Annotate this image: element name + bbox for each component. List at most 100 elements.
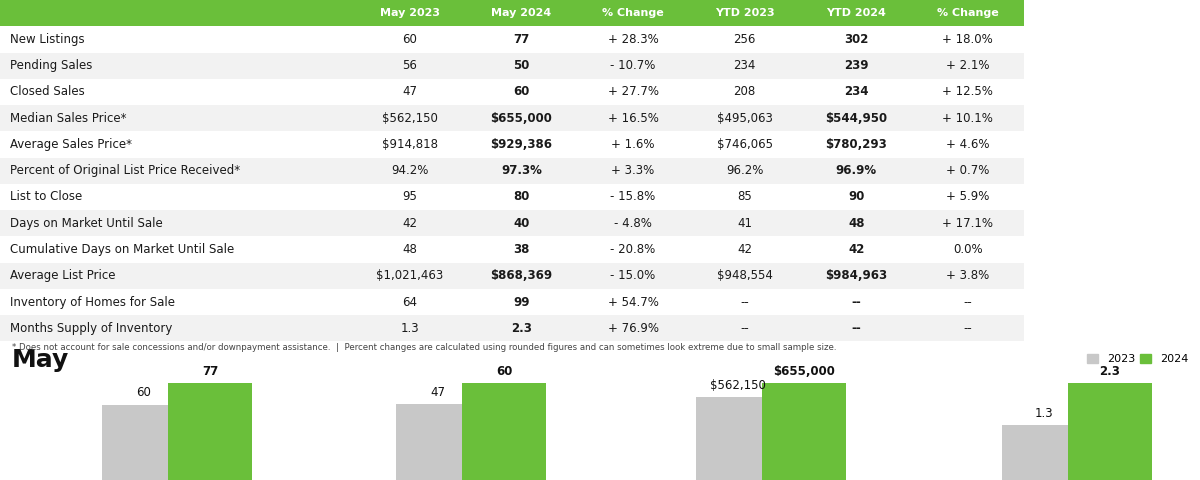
Bar	[102, 405, 186, 480]
Text: 208: 208	[733, 85, 756, 98]
Bar	[0, 315, 354, 341]
Text: 38: 38	[514, 243, 529, 256]
Text: 80: 80	[514, 191, 529, 204]
Bar	[912, 236, 1024, 263]
Bar	[0, 210, 354, 236]
Legend: 2023, 2024: 2023, 2024	[1087, 354, 1188, 364]
Bar	[577, 0, 689, 26]
Bar	[0, 157, 354, 184]
Text: 42: 42	[737, 243, 752, 256]
Text: $655,000: $655,000	[773, 365, 835, 378]
Bar	[354, 184, 466, 210]
Bar	[354, 263, 466, 289]
Bar	[689, 263, 800, 289]
Text: + 18.0%: + 18.0%	[942, 33, 994, 46]
Text: % Change: % Change	[937, 8, 998, 18]
Bar	[689, 184, 800, 210]
Text: + 54.7%: + 54.7%	[607, 296, 659, 309]
Text: $562,150: $562,150	[382, 112, 438, 125]
Bar	[577, 184, 689, 210]
Text: $929,386: $929,386	[491, 138, 552, 151]
Bar	[800, 263, 912, 289]
Bar	[800, 236, 912, 263]
Text: Percent of Original List Price Received*: Percent of Original List Price Received*	[10, 164, 240, 177]
Text: - 4.8%: - 4.8%	[614, 217, 652, 230]
Text: 50: 50	[514, 59, 529, 72]
Bar	[577, 315, 689, 341]
Text: 2.3: 2.3	[511, 322, 532, 335]
Bar	[168, 383, 252, 480]
Text: Inventory of Homes for Sale: Inventory of Homes for Sale	[10, 296, 175, 309]
Bar	[689, 315, 800, 341]
Text: --: --	[740, 322, 749, 335]
Text: + 0.7%: + 0.7%	[946, 164, 990, 177]
Text: Average Sales Price*: Average Sales Price*	[10, 138, 132, 151]
Text: 85: 85	[737, 191, 752, 204]
Text: 234: 234	[733, 59, 756, 72]
Text: + 12.5%: + 12.5%	[942, 85, 994, 98]
Text: 48: 48	[848, 217, 864, 230]
Bar	[689, 79, 800, 105]
Text: 41: 41	[737, 217, 752, 230]
Text: 60: 60	[496, 365, 512, 378]
Text: 42: 42	[402, 217, 418, 230]
Text: $1,021,463: $1,021,463	[376, 269, 444, 282]
Bar	[577, 105, 689, 132]
Bar	[0, 263, 354, 289]
Bar	[800, 210, 912, 236]
Text: YTD 2024: YTD 2024	[827, 8, 886, 18]
Text: Closed Sales: Closed Sales	[10, 85, 84, 98]
Bar	[466, 315, 577, 341]
Text: Cumulative Days on Market Until Sale: Cumulative Days on Market Until Sale	[10, 243, 234, 256]
Text: 96.2%: 96.2%	[726, 164, 763, 177]
Bar	[689, 26, 800, 52]
Bar	[577, 157, 689, 184]
Bar	[466, 236, 577, 263]
Bar	[689, 236, 800, 263]
Bar	[912, 132, 1024, 157]
Text: 90: 90	[848, 191, 864, 204]
Bar	[396, 404, 480, 480]
Text: 42: 42	[848, 243, 864, 256]
Bar	[466, 263, 577, 289]
Bar	[912, 52, 1024, 79]
Text: 56: 56	[402, 59, 418, 72]
Bar	[577, 236, 689, 263]
Bar	[912, 26, 1024, 52]
Bar	[0, 26, 354, 52]
Bar	[912, 0, 1024, 26]
Bar	[466, 105, 577, 132]
Bar	[689, 52, 800, 79]
Bar	[466, 26, 577, 52]
Bar	[354, 0, 466, 26]
Bar	[0, 289, 354, 315]
Bar	[800, 52, 912, 79]
Bar	[912, 105, 1024, 132]
Text: + 10.1%: + 10.1%	[942, 112, 994, 125]
Bar	[577, 263, 689, 289]
Text: $948,554: $948,554	[716, 269, 773, 282]
Text: Months Supply of Inventory: Months Supply of Inventory	[10, 322, 172, 335]
Text: $780,293: $780,293	[826, 138, 887, 151]
Bar	[354, 210, 466, 236]
Bar	[800, 132, 912, 157]
Text: 60: 60	[402, 33, 418, 46]
Bar	[577, 79, 689, 105]
Text: $655,000: $655,000	[491, 112, 552, 125]
Bar	[0, 236, 354, 263]
Bar	[912, 79, 1024, 105]
Text: + 1.6%: + 1.6%	[611, 138, 655, 151]
Bar	[800, 0, 912, 26]
Bar	[800, 184, 912, 210]
Bar	[800, 26, 912, 52]
Text: $495,063: $495,063	[716, 112, 773, 125]
Bar	[912, 210, 1024, 236]
Text: 47: 47	[402, 85, 418, 98]
Text: 77: 77	[202, 365, 218, 378]
Text: May: May	[12, 348, 70, 372]
Text: + 28.3%: + 28.3%	[607, 33, 659, 46]
Text: - 10.7%: - 10.7%	[611, 59, 655, 72]
Text: 60: 60	[514, 85, 529, 98]
Text: + 3.8%: + 3.8%	[946, 269, 990, 282]
Text: - 15.8%: - 15.8%	[611, 191, 655, 204]
